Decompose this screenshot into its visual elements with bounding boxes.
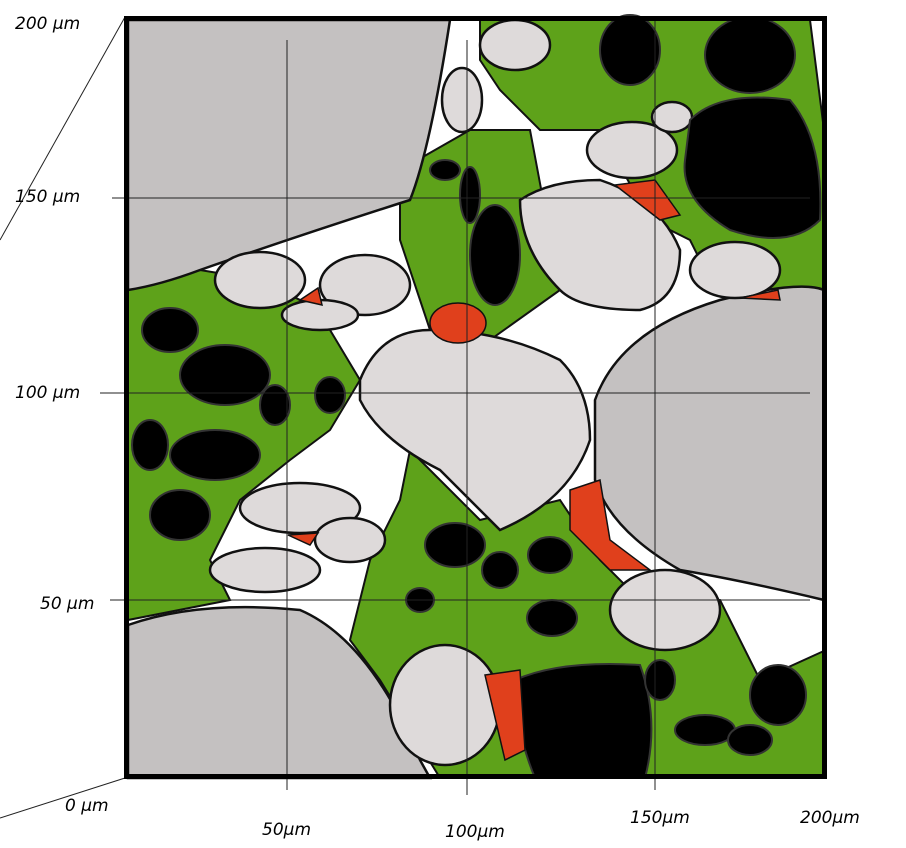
dark-phase — [527, 600, 577, 636]
dark-phase — [750, 665, 806, 725]
grain — [610, 570, 720, 650]
dark-phase — [528, 537, 572, 573]
diagram: 200 µm 150 µm 100 µm 50 µm 0 µm 50µm 100… — [0, 0, 906, 848]
grain — [210, 548, 320, 592]
dark-phase — [515, 664, 651, 778]
y-axis-label: 200 µm — [15, 14, 80, 34]
grain — [315, 518, 385, 562]
dark-phase — [675, 715, 735, 745]
y-axis-label: 50 µm — [40, 594, 94, 614]
red-phase — [430, 303, 486, 343]
grain — [652, 102, 692, 132]
dark-phase — [170, 430, 260, 480]
x-axis-label: 100µm — [445, 822, 505, 842]
dark-phase — [180, 345, 270, 405]
perspective-lines — [0, 17, 125, 818]
dark-phase — [728, 725, 772, 755]
dark-phase — [132, 420, 168, 470]
grain — [390, 645, 500, 765]
x-axis-label: 150µm — [630, 808, 690, 828]
x-axis-label: 50µm — [262, 820, 311, 840]
grain — [442, 68, 482, 132]
microstructure — [128, 15, 826, 778]
dark-phase — [600, 15, 660, 85]
y-axis-label: 100 µm — [15, 383, 80, 403]
y-axis-label: 150 µm — [15, 187, 80, 207]
x-axis-label: 200µm — [800, 808, 860, 828]
dark-phase — [150, 490, 210, 540]
grain — [690, 242, 780, 298]
dark-phase — [315, 377, 345, 413]
dark-phase — [460, 167, 480, 223]
dark-phase — [142, 308, 198, 352]
dark-phase — [425, 523, 485, 567]
grain — [215, 252, 305, 308]
dark-phase — [430, 160, 460, 180]
dark-phase — [482, 552, 518, 588]
grain — [480, 20, 550, 70]
dark-phase — [260, 385, 290, 425]
x-axis-label: 0 µm — [65, 796, 109, 816]
dark-phase — [705, 17, 795, 93]
dark-phase — [645, 660, 675, 700]
dark-phase — [470, 205, 520, 305]
